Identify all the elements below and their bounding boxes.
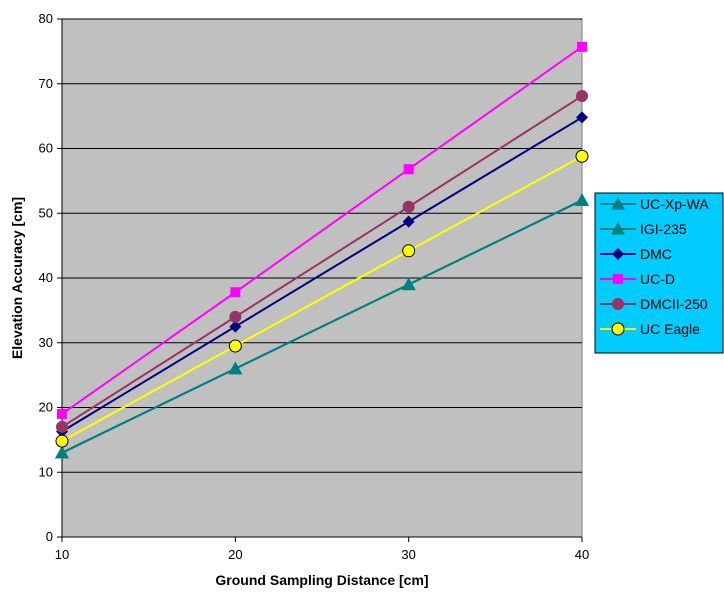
series-line bbox=[61, 95, 583, 428]
x-tick-label: 10 bbox=[55, 547, 69, 562]
y-tick-label: 40 bbox=[39, 270, 53, 285]
legend-marker bbox=[613, 274, 623, 284]
data-point bbox=[576, 90, 588, 103]
legend-marker bbox=[612, 248, 624, 260]
x-tick-label: 30 bbox=[401, 547, 415, 562]
legend-item: UC Eagle bbox=[600, 321, 700, 337]
legend-marker bbox=[611, 322, 625, 336]
data-point bbox=[402, 200, 415, 213]
series-line bbox=[61, 155, 583, 443]
series-line bbox=[61, 199, 583, 454]
data-point bbox=[576, 111, 588, 124]
x-tick-label: 40 bbox=[575, 547, 589, 562]
series-5 bbox=[55, 149, 589, 448]
legend-label: DMCII-250 bbox=[640, 296, 708, 312]
data-point bbox=[230, 287, 241, 298]
data-point bbox=[56, 420, 68, 433]
data-point bbox=[229, 320, 242, 333]
y-tick-label: 30 bbox=[39, 335, 53, 350]
y-tick-label: 60 bbox=[39, 141, 53, 156]
legend-marker bbox=[611, 222, 625, 235]
data-point bbox=[577, 41, 587, 52]
data-point bbox=[55, 434, 69, 448]
legend-item: UC-Xp-WA bbox=[600, 196, 709, 212]
legend-label: UC-D bbox=[640, 271, 675, 287]
data-point bbox=[403, 164, 414, 175]
y-tick-label: 20 bbox=[39, 400, 53, 415]
data-point bbox=[402, 244, 416, 258]
data-point bbox=[228, 339, 242, 353]
series-line bbox=[61, 116, 583, 433]
data-point bbox=[401, 277, 416, 291]
data-point bbox=[575, 193, 589, 206]
data-point bbox=[57, 408, 67, 419]
legend-item: UC-D bbox=[600, 271, 675, 287]
legend-label: IGI-235 bbox=[640, 221, 687, 237]
legend-label: UC-Xp-WA bbox=[640, 196, 709, 212]
y-tick-label: 10 bbox=[39, 464, 53, 479]
data-point bbox=[229, 310, 242, 323]
legend-label: UC Eagle bbox=[640, 321, 700, 337]
series-1 bbox=[55, 193, 589, 459]
y-tick-label: 50 bbox=[39, 205, 53, 220]
x-tick-label: 20 bbox=[228, 547, 242, 562]
series bbox=[55, 41, 589, 459]
data-point bbox=[228, 361, 243, 375]
series-line bbox=[61, 46, 583, 415]
y-tick-label: 0 bbox=[46, 529, 53, 544]
series-4 bbox=[56, 90, 588, 433]
legend-marker bbox=[612, 298, 624, 310]
y-tick-label: 70 bbox=[39, 76, 53, 91]
y-axis-title: Elevation Accuracy [cm] bbox=[9, 197, 25, 359]
y-tick-label: 80 bbox=[39, 11, 53, 26]
data-point bbox=[402, 215, 415, 228]
series-2 bbox=[56, 111, 588, 438]
series-3 bbox=[57, 41, 587, 419]
x-axis-title: Ground Sampling Distance [cm] bbox=[215, 572, 428, 588]
data-point bbox=[575, 149, 589, 163]
legend-marker bbox=[611, 197, 625, 210]
gridlines bbox=[62, 18, 582, 473]
legend: UC-Xp-WA IGI-235 DMC UC-D DMCII-250 UC Eagle bbox=[594, 192, 724, 354]
legend-label: DMC bbox=[640, 246, 672, 262]
legend-item: DMCII-250 bbox=[600, 296, 708, 312]
legend-item: DMC bbox=[600, 246, 672, 262]
legend-item: IGI-235 bbox=[600, 221, 687, 237]
data-point bbox=[55, 445, 69, 459]
